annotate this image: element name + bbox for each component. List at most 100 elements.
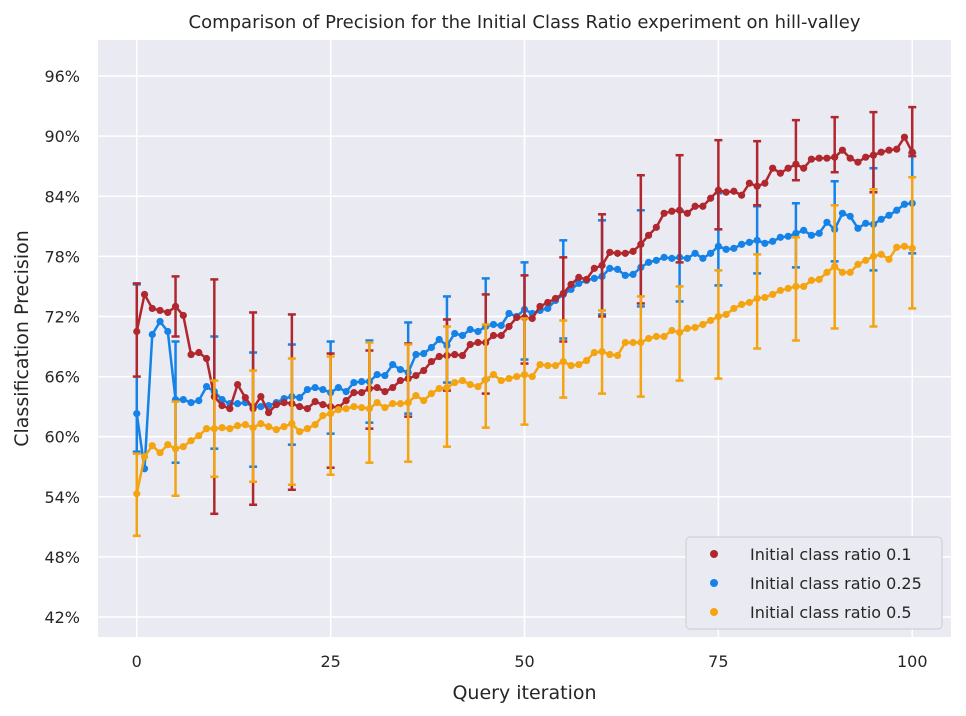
data-point xyxy=(427,343,436,352)
data-point xyxy=(590,348,598,357)
data-point xyxy=(396,400,405,408)
data-point xyxy=(202,382,211,391)
data-point xyxy=(575,360,583,369)
data-point xyxy=(458,376,467,385)
data-point xyxy=(327,410,335,418)
data-point xyxy=(644,258,653,266)
legend-marker xyxy=(710,608,718,616)
data-point xyxy=(451,350,459,359)
data-point xyxy=(854,224,862,232)
data-point xyxy=(776,233,785,241)
data-point xyxy=(334,406,342,414)
data-point xyxy=(233,422,242,430)
data-point xyxy=(148,304,156,313)
data-point xyxy=(358,388,366,397)
data-point xyxy=(668,207,676,215)
data-point xyxy=(567,361,575,370)
data-point xyxy=(350,403,358,411)
data-point xyxy=(846,154,854,162)
data-point xyxy=(265,409,273,417)
y-tick-label: 72% xyxy=(44,307,80,326)
data-point xyxy=(668,254,676,262)
data-point xyxy=(761,179,769,187)
data-point xyxy=(435,384,443,393)
data-point xyxy=(358,404,366,412)
legend-marker xyxy=(710,579,718,587)
x-tick-label: 50 xyxy=(514,652,534,671)
data-point xyxy=(652,223,660,231)
data-point xyxy=(753,236,761,244)
data-point xyxy=(489,320,498,329)
data-point xyxy=(350,388,358,397)
data-point xyxy=(559,289,567,298)
data-point xyxy=(738,240,746,248)
series-layer xyxy=(132,105,917,538)
data-point xyxy=(389,383,397,392)
data-point xyxy=(900,242,909,250)
data-point xyxy=(358,377,366,386)
data-point xyxy=(784,164,792,172)
data-point xyxy=(613,265,622,273)
data-point xyxy=(660,209,668,217)
data-point xyxy=(187,437,195,445)
data-point xyxy=(334,383,342,392)
data-point xyxy=(800,282,808,291)
y-tick-label: 90% xyxy=(44,127,80,146)
data-point xyxy=(900,133,909,141)
data-point xyxy=(621,249,629,257)
data-point xyxy=(497,376,505,385)
data-point xyxy=(745,298,753,307)
data-point xyxy=(652,256,660,264)
data-point xyxy=(311,383,319,392)
data-point xyxy=(753,294,761,303)
data-point xyxy=(195,397,203,405)
data-point xyxy=(769,237,777,245)
data-point xyxy=(280,399,288,407)
data-point xyxy=(885,146,893,154)
data-point xyxy=(156,317,164,326)
data-point xyxy=(164,308,172,317)
data-point xyxy=(412,350,420,359)
data-point xyxy=(365,405,374,413)
data-point xyxy=(505,374,513,383)
data-point xyxy=(877,148,885,156)
y-tick-label: 84% xyxy=(44,187,80,206)
data-point xyxy=(877,250,885,258)
data-point xyxy=(218,424,226,432)
data-point xyxy=(187,350,195,359)
data-point xyxy=(296,428,304,436)
data-point xyxy=(722,188,730,196)
data-point xyxy=(272,426,280,434)
data-point xyxy=(660,253,668,261)
data-point xyxy=(520,370,529,379)
data-point xyxy=(776,286,785,295)
data-point xyxy=(637,338,645,347)
data-point xyxy=(404,399,412,407)
data-point xyxy=(420,366,428,375)
data-point xyxy=(869,151,878,159)
data-point xyxy=(133,327,141,336)
data-point xyxy=(761,239,769,247)
data-point xyxy=(474,327,482,336)
data-point xyxy=(233,380,242,389)
data-point xyxy=(187,399,195,407)
data-point xyxy=(807,155,816,163)
data-point xyxy=(396,376,405,385)
data-point xyxy=(350,378,358,387)
data-point xyxy=(823,268,831,276)
data-point xyxy=(745,238,753,246)
data-point xyxy=(792,282,800,291)
data-point xyxy=(854,260,862,268)
data-point xyxy=(528,372,536,381)
data-point xyxy=(559,357,567,366)
data-point xyxy=(342,387,350,396)
data-point xyxy=(823,154,831,162)
data-point xyxy=(218,402,226,410)
x-tick-label: 0 xyxy=(132,652,142,671)
data-point xyxy=(707,316,715,325)
data-point xyxy=(427,357,436,366)
legend: Initial class ratio 0.1 Initial class rat… xyxy=(685,536,943,630)
data-point xyxy=(443,383,451,392)
data-point xyxy=(575,279,583,288)
data-point xyxy=(660,332,668,341)
